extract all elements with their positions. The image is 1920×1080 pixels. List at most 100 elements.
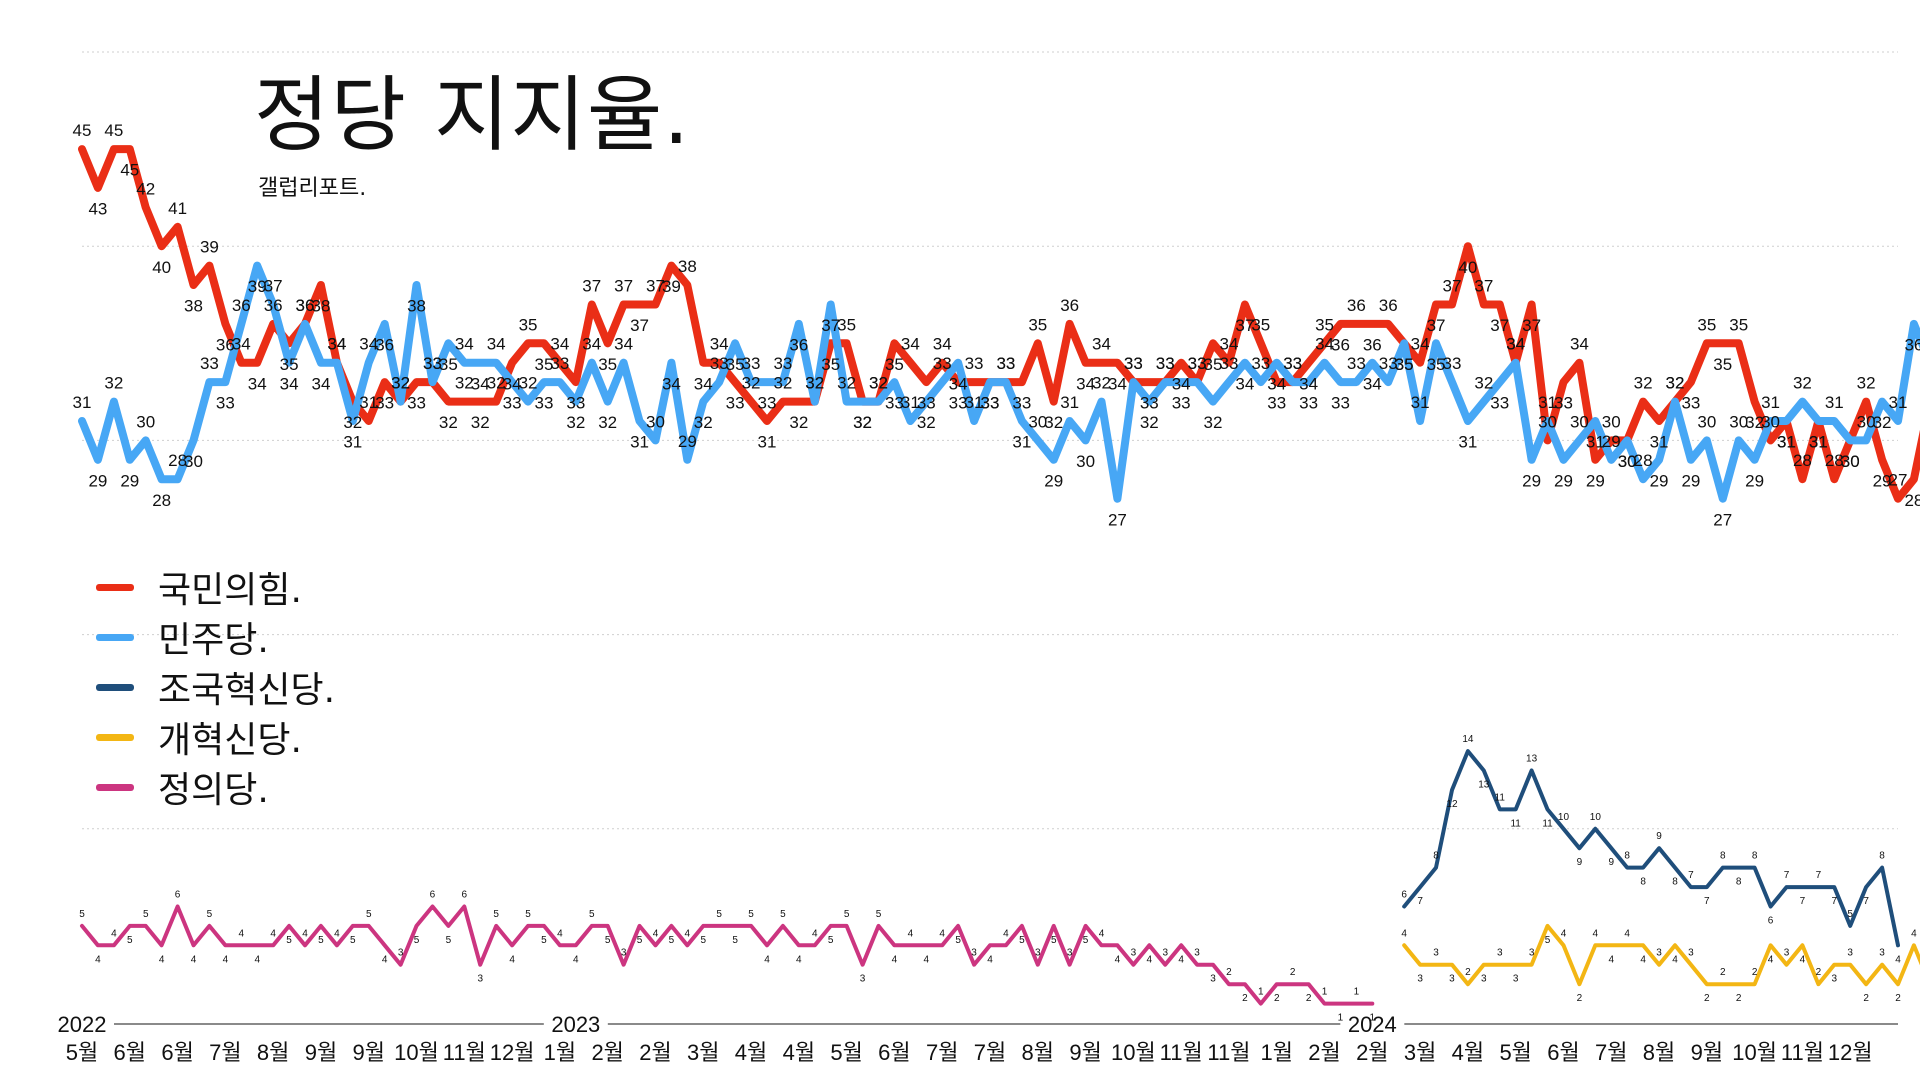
data-label: 30 (646, 412, 665, 431)
data-label: 4 (939, 928, 945, 939)
data-label: 2 (1720, 967, 1726, 978)
data-label: 4 (159, 954, 165, 965)
data-label: 33 (965, 354, 984, 373)
series-line (78, 261, 1920, 503)
legend-label: 조국혁신당. (158, 670, 336, 711)
data-label: 32 (519, 374, 538, 393)
data-label: 28 (152, 491, 171, 510)
month-label: 11월 (1207, 1040, 1250, 1065)
data-label: 11 (1495, 792, 1506, 803)
data-label: 1 (1338, 1013, 1344, 1024)
data-label: 39 (248, 277, 267, 296)
data-label: 35 (1251, 315, 1270, 334)
data-label: 33 (1299, 394, 1318, 413)
legend-swatch (96, 583, 134, 591)
data-label: 3 (1449, 974, 1455, 985)
data-label: 3 (1210, 974, 1216, 985)
month-label: 1월 (1260, 1040, 1292, 1065)
data-label: 4 (764, 954, 770, 965)
data-label: 13 (1478, 780, 1490, 791)
data-label: 37 (1443, 276, 1462, 295)
data-label: 9 (1577, 857, 1583, 868)
data-label: 32 (1666, 374, 1685, 393)
month-label: 8월 (1643, 1040, 1675, 1065)
data-label: 28 (1825, 451, 1844, 470)
data-label: 33 (996, 354, 1015, 373)
data-label: 2 (1226, 967, 1232, 978)
data-label: 7 (1800, 896, 1806, 907)
data-label: 2 (1752, 967, 1758, 978)
data-label: 4 (1911, 928, 1917, 939)
data-label: 7 (1831, 896, 1837, 907)
data-label: 33 (1490, 394, 1509, 413)
data-label: 32 (455, 374, 474, 393)
data-label: 34 (1267, 374, 1286, 393)
data-label: 5 (955, 935, 961, 946)
month-label: 11월 (1160, 1040, 1203, 1065)
data-label: 5 (589, 909, 595, 920)
chart-subtitle: 갤럽리포트. (258, 176, 367, 201)
data-label: 4 (1672, 954, 1678, 965)
data-label: 3 (1067, 948, 1073, 959)
month-label: 10월 (1111, 1040, 1156, 1065)
data-label: 31 (1586, 433, 1605, 452)
data-label: 4 (95, 954, 101, 965)
data-label: 33 (1379, 354, 1398, 373)
data-label: 4 (1115, 954, 1121, 965)
data-label: 30 (1761, 412, 1780, 431)
legend-swatch (96, 783, 134, 791)
data-label: 32 (1092, 374, 1111, 393)
data-label: 36 (375, 335, 394, 354)
data-label: 4 (302, 928, 308, 939)
data-label: 4 (254, 954, 260, 965)
data-label: 34 (582, 335, 601, 354)
data-label: 5 (1051, 935, 1057, 946)
data-label: 7 (1816, 870, 1822, 881)
data-label: 2 (1290, 967, 1296, 978)
data-label: 31 (1761, 393, 1780, 412)
data-label: 4 (111, 928, 117, 939)
data-label: 3 (1529, 948, 1535, 959)
data-label: 30 (136, 412, 155, 431)
data-label: 3 (1656, 948, 1662, 959)
month-label: 3월 (1404, 1040, 1436, 1065)
data-label: 3 (1688, 948, 1694, 959)
data-label: 38 (184, 297, 203, 316)
data-label: 36 (1904, 335, 1920, 354)
data-label: 37 (1490, 316, 1509, 335)
data-label: 45 (73, 121, 92, 140)
data-label: 32 (853, 413, 872, 432)
chart-title: 정당 지지율. (254, 68, 691, 163)
data-label: 30 (1841, 452, 1860, 471)
data-label: 5 (414, 935, 420, 946)
data-label: 4 (239, 928, 245, 939)
data-label: 29 (1873, 471, 1892, 490)
data-label: 32 (869, 374, 888, 393)
data-label: 2 (1577, 993, 1583, 1004)
data-label: 31 (1650, 433, 1669, 452)
data-label: 29 (1681, 471, 1700, 490)
data-label: 38 (407, 297, 426, 316)
data-label: 4 (1895, 954, 1901, 965)
data-label: 33 (1140, 394, 1159, 413)
year-label: 2022 (58, 1012, 107, 1037)
month-label: 4월 (1452, 1040, 1484, 1065)
data-label: 31 (1458, 433, 1477, 452)
legend-item-justice: 정의당. (96, 762, 335, 812)
legend-swatch (96, 733, 134, 741)
data-label: 2 (1274, 993, 1280, 1004)
data-label: 36 (296, 296, 315, 315)
data-label: 34 (949, 374, 968, 393)
data-label: 30 (1602, 412, 1621, 431)
data-label: 4 (191, 954, 197, 965)
data-label: 11 (1542, 818, 1553, 829)
data-label: 32 (869, 374, 888, 393)
data-label: 33 (1156, 354, 1175, 373)
data-label: 36 (264, 296, 283, 315)
data-label: 34 (327, 335, 346, 354)
data-label: 37 (582, 276, 601, 295)
data-label: 40 (1458, 258, 1477, 277)
legend-label: 정의당. (158, 770, 269, 811)
data-label: 2 (1895, 993, 1901, 1004)
data-label: 31 (1060, 393, 1079, 412)
